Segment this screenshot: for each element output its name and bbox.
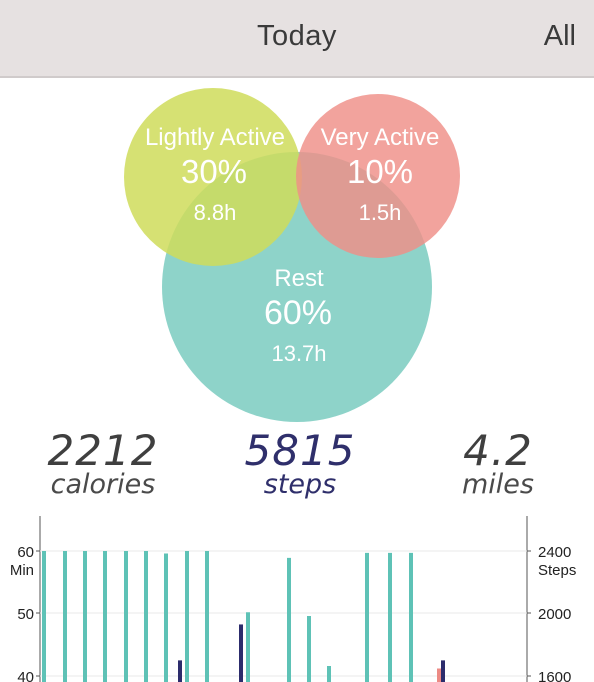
left-tick-label: 40 — [17, 669, 34, 682]
steps-bar — [441, 660, 445, 682]
top-bar: Today All — [0, 0, 594, 78]
miles-stat: 4.2 miles — [413, 426, 583, 500]
rest-percent: 60% — [264, 294, 332, 332]
activity-bar-chart: 60 Min 50 40 2400 Steps 2000 1600 — [10, 516, 576, 682]
steps-bar — [239, 624, 243, 682]
very-active-hours: 1.5h — [359, 200, 402, 225]
left-tick-label: 50 — [17, 606, 34, 623]
activity-venn-diagram: Lightly Active 30% 8.8h Very Active 10% … — [124, 88, 460, 422]
lightly-active-label: Lightly Active — [145, 124, 285, 151]
right-tick-label: 1600 — [538, 669, 571, 682]
right-tick-label: 2000 — [538, 606, 571, 623]
very-active-circle — [296, 94, 460, 258]
tab-today[interactable]: Today — [257, 20, 337, 52]
lightly-active-circle — [124, 88, 302, 266]
minutes-bar — [246, 612, 250, 682]
minutes-bar — [144, 551, 148, 682]
minutes-bar — [42, 551, 46, 682]
minutes-bar — [287, 557, 291, 682]
rest-hours: 13.7h — [271, 341, 326, 366]
minutes-bar — [409, 552, 413, 682]
chart-bars — [42, 551, 445, 682]
minutes-bar — [388, 552, 392, 682]
steps-bar — [178, 660, 182, 682]
minutes-bar — [63, 551, 67, 682]
calories-stat: 2212 calories — [18, 426, 188, 500]
active-minutes-bar — [437, 668, 441, 682]
left-tick-label: 60 — [17, 544, 34, 561]
minutes-bar — [164, 553, 168, 682]
calories-value: 2212 — [47, 426, 159, 475]
minutes-bar — [307, 616, 311, 682]
rest-label: Rest — [274, 265, 324, 292]
minutes-bar — [365, 552, 369, 682]
lightly-active-percent: 30% — [181, 153, 247, 190]
steps-label: steps — [263, 469, 337, 500]
lightly-active-hours: 8.8h — [194, 200, 237, 225]
miles-value: 4.2 — [463, 426, 533, 475]
right-tick-label: 2400 — [538, 544, 571, 561]
tab-all[interactable]: All — [543, 20, 576, 52]
right-axis-unit: Steps — [538, 562, 576, 579]
minutes-bar — [103, 551, 107, 682]
calories-label: calories — [50, 469, 156, 500]
minutes-bar — [124, 551, 128, 682]
minutes-bar — [205, 551, 209, 682]
minutes-bar — [327, 666, 331, 682]
minutes-bar — [185, 551, 189, 682]
steps-stat: 5815 steps — [215, 426, 385, 500]
left-axis-unit: Min — [10, 562, 34, 579]
steps-value: 5815 — [244, 426, 356, 475]
very-active-percent: 10% — [347, 153, 413, 190]
miles-label: miles — [462, 469, 534, 500]
minutes-bar — [83, 551, 87, 682]
very-active-label: Very Active — [321, 124, 440, 151]
